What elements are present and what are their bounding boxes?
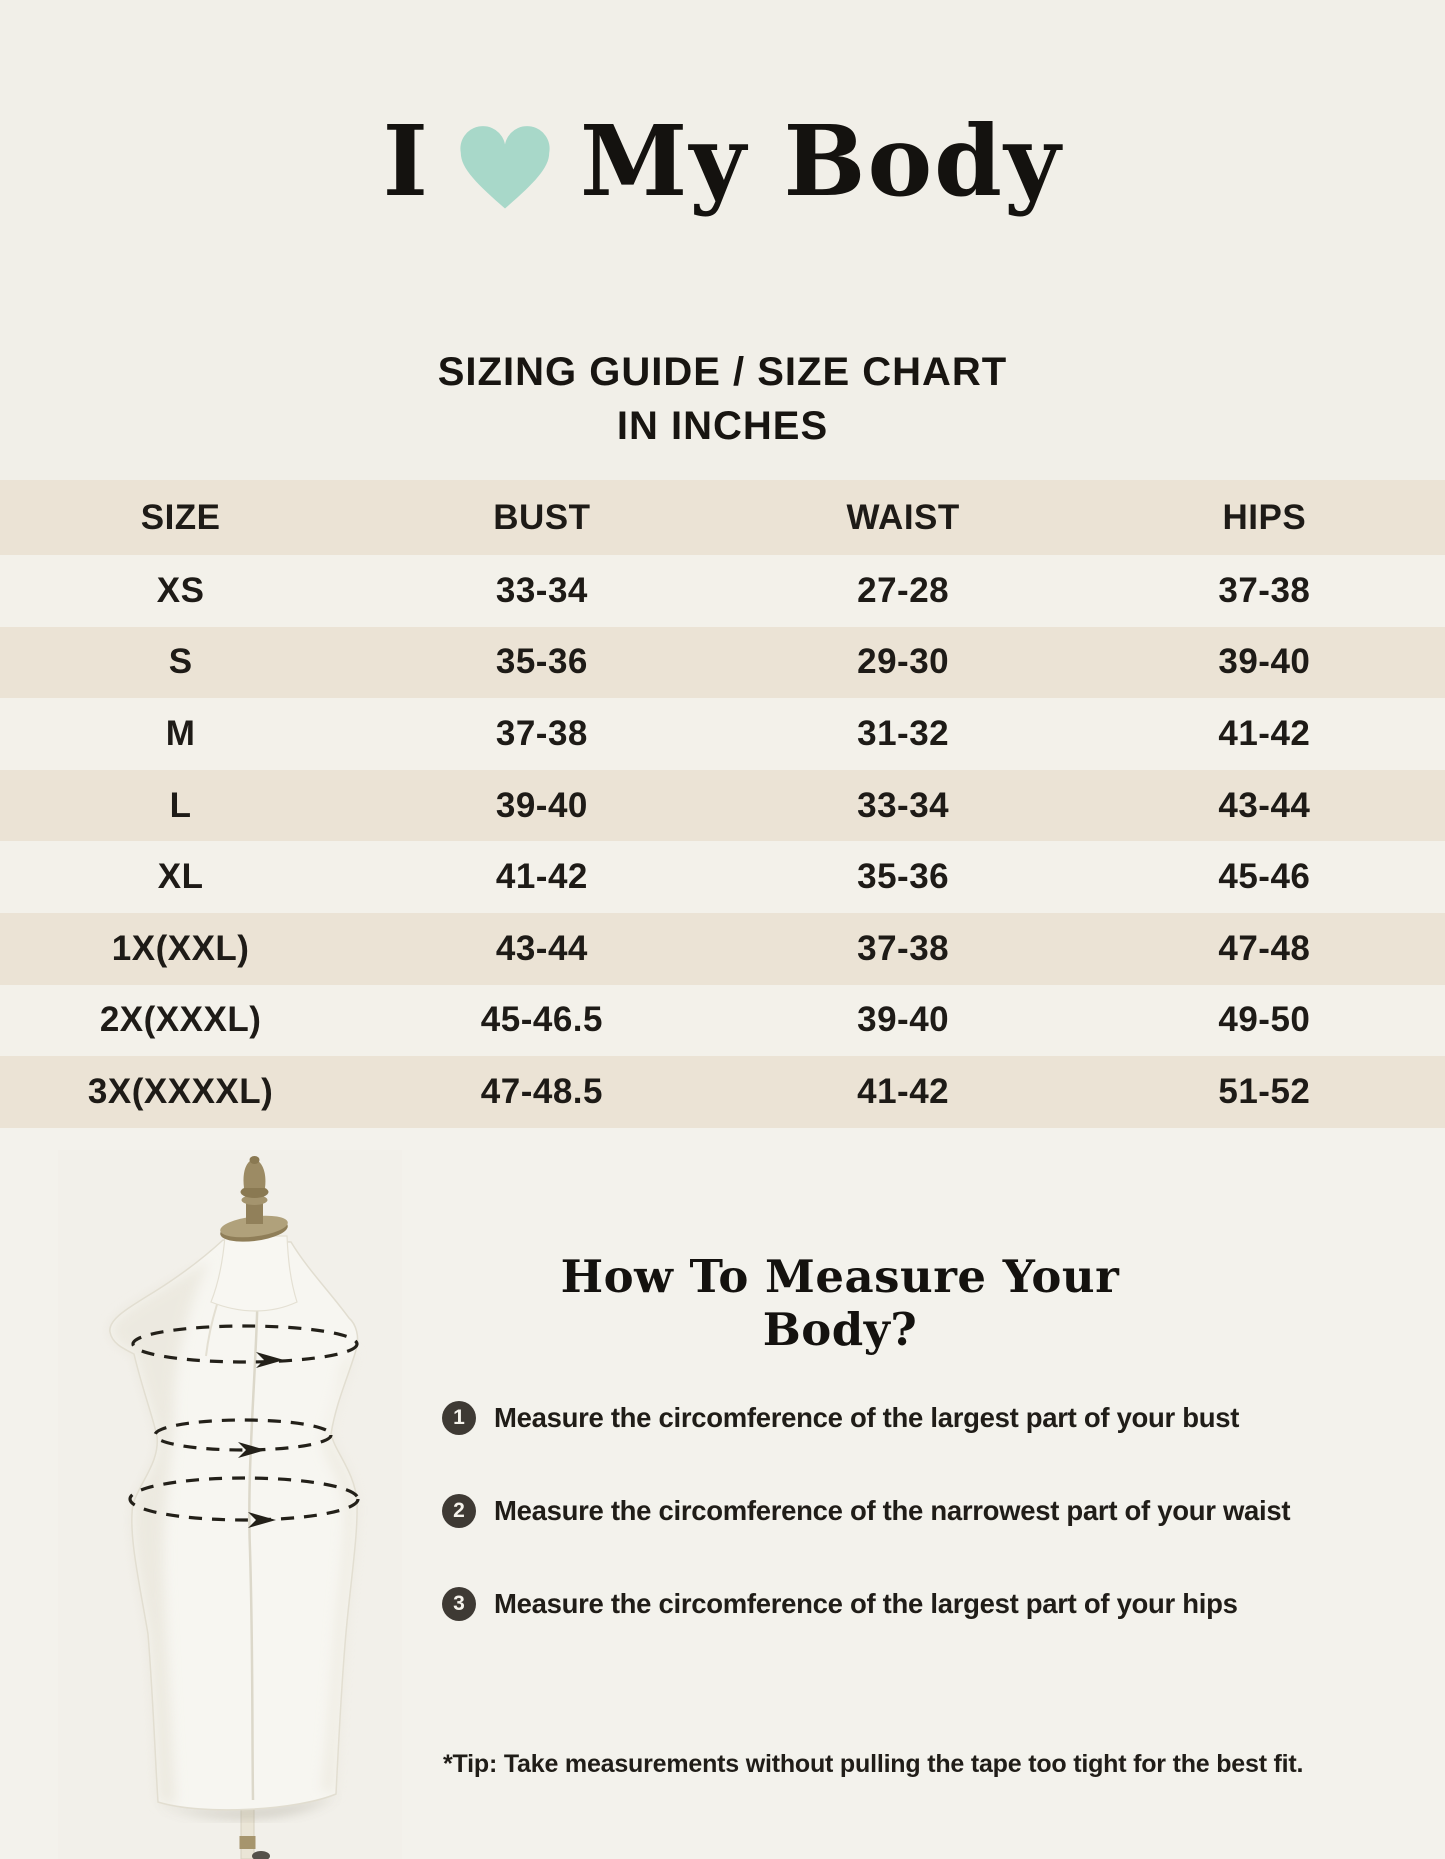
pole-brass-collar [239, 1836, 256, 1849]
bust-cell: 39-40 [495, 785, 588, 825]
table-row-1x: 1X(XXL) 43-44 37-38 47-48 [0, 912, 1445, 985]
column-header-hips: HIPS [1222, 497, 1307, 537]
table-row-xs: XS 33-34 27-28 37-38 [0, 555, 1445, 627]
measurement-tip: *Tip: Take measurements without pulling … [443, 1750, 1304, 1778]
waist-cell: 41-42 [857, 1071, 950, 1111]
measure-step-1: 1 Measure the circomference of the large… [442, 1398, 1382, 1438]
table-row-3x: 3X(XXXXL) 47-48.5 41-42 51-52 [0, 1056, 1445, 1128]
hips-cell: 39-40 [1218, 642, 1311, 682]
waist-cell: 31-32 [857, 713, 950, 753]
title-prefix: I [382, 104, 430, 218]
table-row-l: L 39-40 33-34 43-44 [0, 769, 1445, 842]
step-1-badge: 1 [442, 1401, 476, 1435]
page-title: I My Body [0, 108, 1445, 215]
brass-finial [220, 1156, 288, 1242]
mannequin-dress-form-illustration [58, 1150, 402, 1859]
pole-base-shadow [252, 1851, 270, 1859]
waist-cell: 27-28 [857, 570, 950, 610]
bust-arrow-icon [256, 1352, 284, 1368]
right-shading [321, 1350, 358, 1794]
size-cell: L [169, 785, 192, 825]
bust-cell: 45-46.5 [480, 1000, 603, 1040]
step-3-badge: 3 [442, 1587, 476, 1621]
waist-cell: 37-38 [857, 928, 950, 968]
waist-arrow-icon [238, 1442, 266, 1458]
measure-step-2: 2 Measure the circomference of the narro… [442, 1491, 1382, 1531]
column-header-waist: WAIST [846, 497, 960, 537]
waist-cell: 39-40 [857, 1000, 950, 1040]
hips-cell: 51-52 [1218, 1071, 1311, 1111]
bust-line [131, 1324, 359, 1364]
hips-cell: 45-46 [1218, 857, 1311, 897]
bust-cell: 35-36 [495, 642, 588, 682]
step-2-text: Measure the circomference of the narrowe… [494, 1495, 1291, 1526]
waist-line [153, 1418, 333, 1452]
heart-icon [460, 126, 550, 209]
waist-cell: 35-36 [857, 857, 950, 897]
left-shading [109, 1260, 210, 1805]
hips-cell: 47-48 [1218, 928, 1311, 968]
column-header-size: SIZE [140, 497, 221, 537]
table-row-xl: XL 41-42 35-36 45-46 [0, 841, 1445, 913]
step-3-text: Measure the circomference of the largest… [494, 1588, 1238, 1619]
measurement-lines [128, 1324, 360, 1522]
bust-cell: 43-44 [495, 928, 588, 968]
bust-cell: 33-34 [495, 570, 588, 610]
heart-shape [460, 126, 550, 209]
waist-cell: 33-34 [857, 785, 950, 825]
column-header-bust: BUST [493, 497, 591, 537]
measure-section-heading: How To Measure Your Body? [560, 1250, 1120, 1356]
measure-step-3: 3 Measure the circomference of the large… [442, 1584, 1382, 1624]
step-2-badge: 2 [442, 1494, 476, 1528]
neck [210, 1235, 298, 1312]
bust-cell: 47-48.5 [480, 1071, 603, 1111]
measurement-arrows [238, 1352, 284, 1528]
hips-cell: 41-42 [1218, 713, 1311, 753]
size-cell: 2X(XXXL) [99, 1000, 262, 1040]
size-cell: S [168, 642, 193, 682]
bust-cell: 41-42 [495, 857, 588, 897]
size-cell: XS [156, 570, 205, 610]
table-header-row: SIZE BUST WAIST HIPS [0, 480, 1445, 555]
size-cell: XL [157, 857, 204, 897]
sizing-guide-subtitle: SIZING GUIDE / SIZE CHART [437, 350, 1008, 394]
mannequin-pole [240, 1801, 255, 1859]
hips-arrow-icon [248, 1512, 276, 1528]
hips-cell: 43-44 [1218, 785, 1311, 825]
size-cell: M [165, 713, 196, 753]
center-seam [248, 1245, 259, 1801]
size-cell: 3X(XXXXL) [87, 1071, 274, 1111]
waist-cell: 29-30 [857, 642, 950, 682]
size-chart-table: SIZE BUST WAIST HIPS XS 33-34 27-28 37-3… [0, 480, 1445, 1128]
hips-cell: 37-38 [1218, 570, 1311, 610]
step-1-text: Measure the circomference of the largest… [494, 1402, 1240, 1433]
table-row-m: M 37-38 31-32 41-42 [0, 698, 1445, 770]
hem-shadow [158, 1794, 336, 1817]
hips-line [128, 1476, 360, 1522]
size-cell: 1X(XXL) [111, 928, 250, 968]
hips-cell: 49-50 [1218, 1000, 1311, 1040]
bust-cell: 37-38 [495, 713, 588, 753]
table-row-s: S 35-36 29-30 39-40 [0, 626, 1445, 699]
units-subtitle: IN INCHES [616, 404, 829, 448]
table-row-2x: 2X(XXXL) 45-46.5 39-40 49-50 [0, 984, 1445, 1057]
title-suffix: My Body [579, 104, 1063, 218]
